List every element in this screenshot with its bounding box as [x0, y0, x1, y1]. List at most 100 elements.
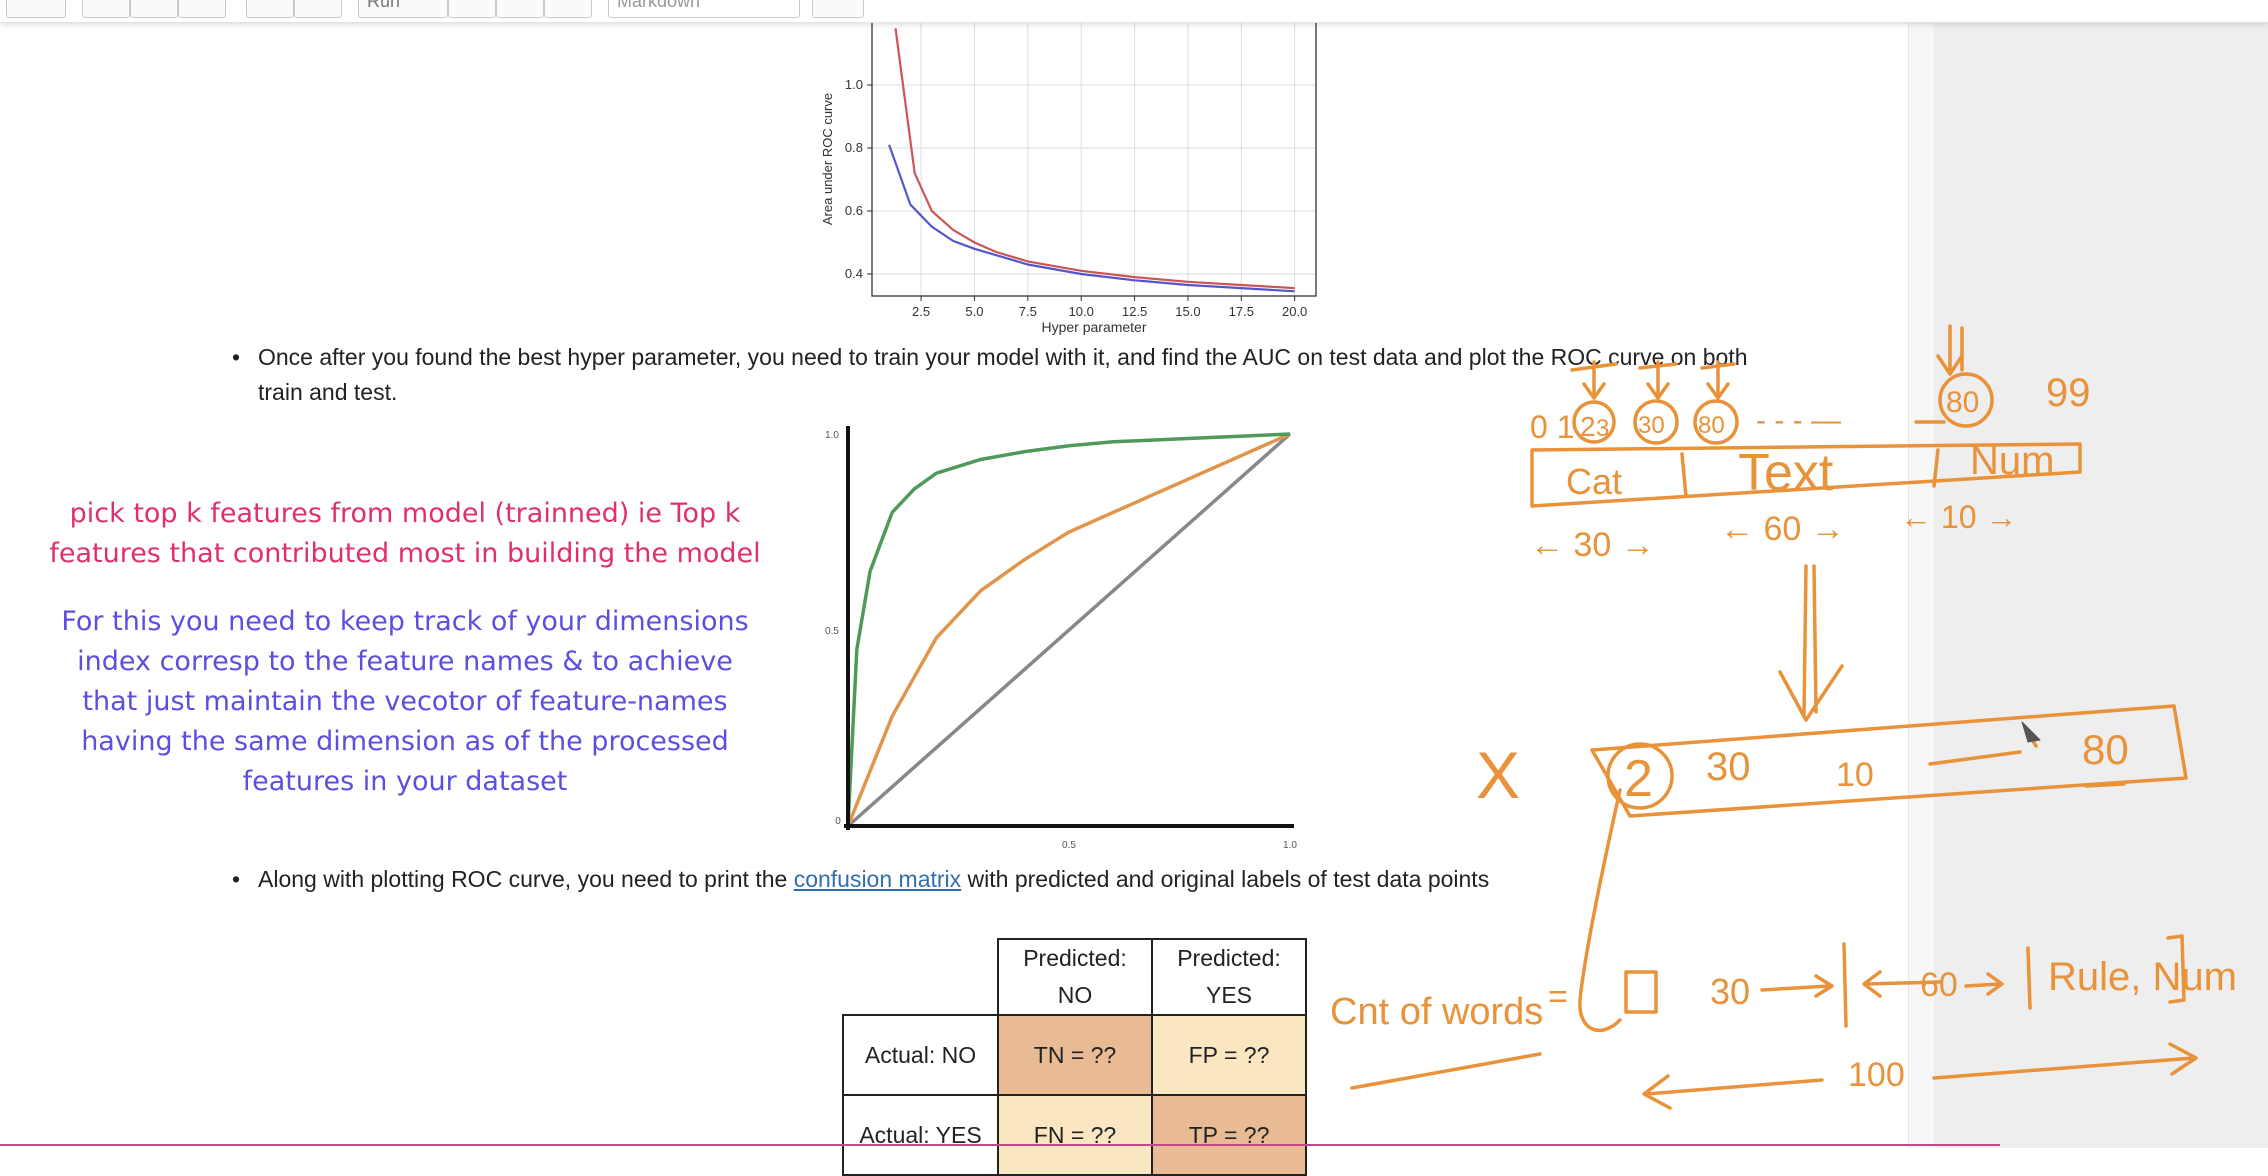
arrow-30-text: 30 [1710, 971, 1750, 1012]
cm-row-no: Actual: NO [842, 1014, 999, 1096]
pink-note: pick top k features from model (trainned… [30, 494, 780, 574]
interrupt-button[interactable] [448, 0, 496, 18]
bottom-border [0, 1144, 2000, 1146]
span-60-text: ← 60 → [1720, 510, 1845, 548]
index-99-text: 99 [2046, 371, 2091, 415]
vector-dash [1928, 728, 2038, 766]
copy-button[interactable] [130, 0, 178, 18]
roc-chart: 0 0.5 1.0 0.5 1.0 [825, 426, 1297, 851]
cm-header-no: Predicted: NO [997, 938, 1153, 1016]
vector-2-text: 2 [1624, 750, 1653, 808]
index-dashes-text: - - - — [1756, 404, 1841, 437]
cell-type-value: Markdown [617, 0, 701, 11]
box-cat-text: Cat [1566, 461, 1622, 502]
feature-box-divider-2 [1932, 448, 1940, 488]
bullet-dot: • [232, 344, 241, 370]
notebook-area [0, 22, 1908, 1148]
fast-forward-button[interactable] [544, 0, 592, 18]
purple-note-line1: For this you need to keep track of your … [61, 606, 749, 637]
auc-x-tick-label: 10.0 [1069, 304, 1094, 319]
index-80b-circle [1938, 372, 1994, 428]
run-button[interactable]: Run [358, 0, 448, 18]
arrow-60-text: 60 [1920, 966, 1958, 1004]
length-100-text: 100 [1848, 1056, 1905, 1094]
run-label: Run [367, 0, 401, 11]
length-arrow-right [1932, 1042, 2198, 1080]
vector-80-text: 80 [2082, 726, 2129, 773]
purple-note-line5: features in your dataset [242, 766, 568, 797]
span-30-text: ← 30 → [1530, 526, 1655, 564]
vector-30-text: 30 [1706, 745, 1751, 789]
arrow-60-right [1964, 972, 2004, 996]
pen-annotations: 0 1 2 3 30 80 - - - — 80 99 Cat Text Num… [1330, 324, 2237, 1110]
index-80b-text: 80 [1946, 386, 1979, 419]
auc-x-tick-label: 15.0 [1175, 304, 1200, 319]
bullet-roc-instruction: • Once after you found the best hyper pa… [232, 340, 1892, 412]
divider-bar-1 [1842, 942, 1848, 1028]
move-up-button[interactable] [246, 0, 294, 18]
bullet-text-line1: Once after you found the best hyper para… [258, 344, 1748, 370]
auc-x-axis-label: Hyper parameter [1041, 319, 1146, 335]
auc-series-line [894, 28, 1295, 290]
arrow-down-80 [1700, 360, 1736, 400]
auc-y-tick-label: 1.0 [845, 77, 863, 92]
auc-x-tick-label: 20.0 [1282, 304, 1307, 319]
paste-button[interactable] [178, 0, 226, 18]
auc-y-tick-label: 0.4 [845, 266, 863, 281]
arrow-down-80b [1936, 324, 1964, 376]
vector-10-text: 10 [1836, 756, 1874, 794]
scrollbar[interactable] [1908, 22, 1935, 1148]
restart-button[interactable] [496, 0, 544, 18]
roc-y-tick-label: 0.5 [825, 626, 839, 637]
vector-80-underline [2084, 782, 2126, 788]
roc-series-line [846, 432, 1291, 827]
move-down-button[interactable] [294, 0, 342, 18]
feature-box-divider-1 [1680, 452, 1688, 498]
confusion-matrix-table: Predicted: NO Predicted: YES Actual: NO TN… [842, 938, 1307, 1176]
auc-y-axis-label: Area under ROC curve [820, 93, 835, 225]
cm-fp: FP = ?? [1151, 1014, 1307, 1096]
notebook-toolbar: Run Markdown [0, 0, 2268, 23]
auc-y-tick-label: 0.8 [845, 140, 863, 155]
rule-num-text: Rule, Num [2048, 955, 2237, 999]
page-margin [1934, 22, 2268, 1148]
bullet-dot: • [232, 866, 241, 892]
feature-box [1530, 442, 2082, 508]
box-num-text: Num [1970, 439, 2054, 483]
pink-note-line1: pick top k features from model (trainned… [69, 498, 741, 529]
cm-header-no-line1: Predicted: [1023, 945, 1127, 971]
bullet-text-line2: train and test. [258, 379, 398, 405]
bullet-text-before: Along with plotting ROC curve, you need … [258, 866, 794, 892]
auc-plot-frame [871, 22, 1317, 297]
arrow-60-left [1862, 970, 1942, 998]
small-box-mark [1624, 970, 1658, 1014]
arrow-30-right [1760, 974, 1834, 998]
purple-note: For this you need to keep track of your … [30, 602, 780, 802]
box-text-text: Text [1738, 444, 1834, 502]
length-arrow-left [1642, 1074, 1824, 1110]
index-30-text: 30 [1638, 412, 1665, 439]
index-80a-text: 80 [1698, 412, 1725, 439]
purple-note-line2: index corresp to the feature names & to … [77, 646, 733, 677]
roc-series-line [846, 432, 1291, 827]
vector-2-circle [1606, 742, 1674, 810]
command-palette-button[interactable] [812, 0, 864, 18]
index-80-circle [1693, 399, 1739, 445]
save-button[interactable] [6, 0, 66, 18]
roc-x-tick-label: 1.0 [1283, 840, 1297, 851]
index-30-circle [1633, 399, 1679, 445]
equals-text: = [1548, 978, 1568, 1016]
cut-button[interactable] [82, 0, 130, 18]
auc-x-tick-label: 5.0 [965, 304, 983, 319]
roc-x-tick-label: 0 [835, 816, 841, 827]
confusion-matrix-link[interactable]: confusion matrix [793, 866, 962, 892]
roc-y-tick-label: 1.0 [825, 430, 839, 441]
arrow-down-2 [1570, 360, 1618, 400]
auc-x-tick-label: 12.5 [1122, 304, 1147, 319]
index-3-text: 3 [1596, 415, 1609, 442]
auc-chart: 2.5 5.0 7.5 10.0 12.5 15.0 17.5 20.0 0.4 0.6 0.8 1.… [820, 22, 1317, 335]
index-2-text: 2 [1580, 411, 1596, 442]
pink-note-line2: features that contributed most in buildi… [49, 538, 761, 569]
cell-type-select[interactable]: Markdown [608, 0, 800, 18]
purple-note-line3: that just maintain the vecotor of featur… [82, 686, 728, 717]
